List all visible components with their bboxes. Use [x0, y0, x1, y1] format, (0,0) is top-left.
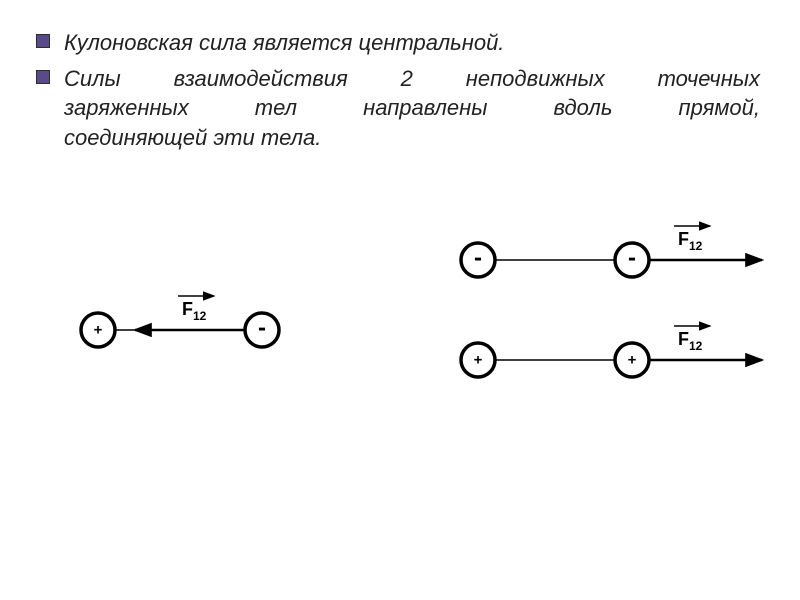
diagram-svg: F12 + - F12 - - F12 +: [0, 220, 800, 560]
bullet-marker-icon: [36, 70, 50, 84]
minus-sign: -: [258, 315, 266, 342]
plus-sign: +: [94, 322, 103, 339]
force-label: F12: [182, 299, 207, 323]
diagram-attraction: F12 + -: [81, 296, 279, 347]
bullet-1: Кулоновская сила является центральной.: [64, 28, 760, 58]
bullet-marker-icon: [36, 34, 50, 48]
bullet-2-line-1: Силы взаимодействия 2 неподвижных точечн…: [64, 64, 760, 94]
bullet-2: Силы взаимодействия 2 неподвижных точечн…: [64, 64, 760, 153]
bullet-2-line-2: заряженных тел направлены вдоль прямой,: [64, 93, 760, 123]
diagram-repulsion-positive: F12 + +: [461, 326, 762, 377]
plus-sign: +: [628, 352, 637, 369]
minus-sign: -: [628, 245, 636, 272]
minus-sign: -: [474, 245, 482, 272]
force-label: F12: [678, 329, 703, 353]
plus-sign: +: [474, 352, 483, 369]
bullet-1-text: Кулоновская сила является центральной.: [64, 28, 760, 58]
slide: Кулоновская сила является центральной. С…: [0, 0, 800, 600]
force-label: F12: [678, 229, 703, 253]
diagram-repulsion-negative: F12 - -: [461, 226, 762, 277]
bullet-2-line-3: соединяющей эти тела.: [64, 123, 760, 153]
